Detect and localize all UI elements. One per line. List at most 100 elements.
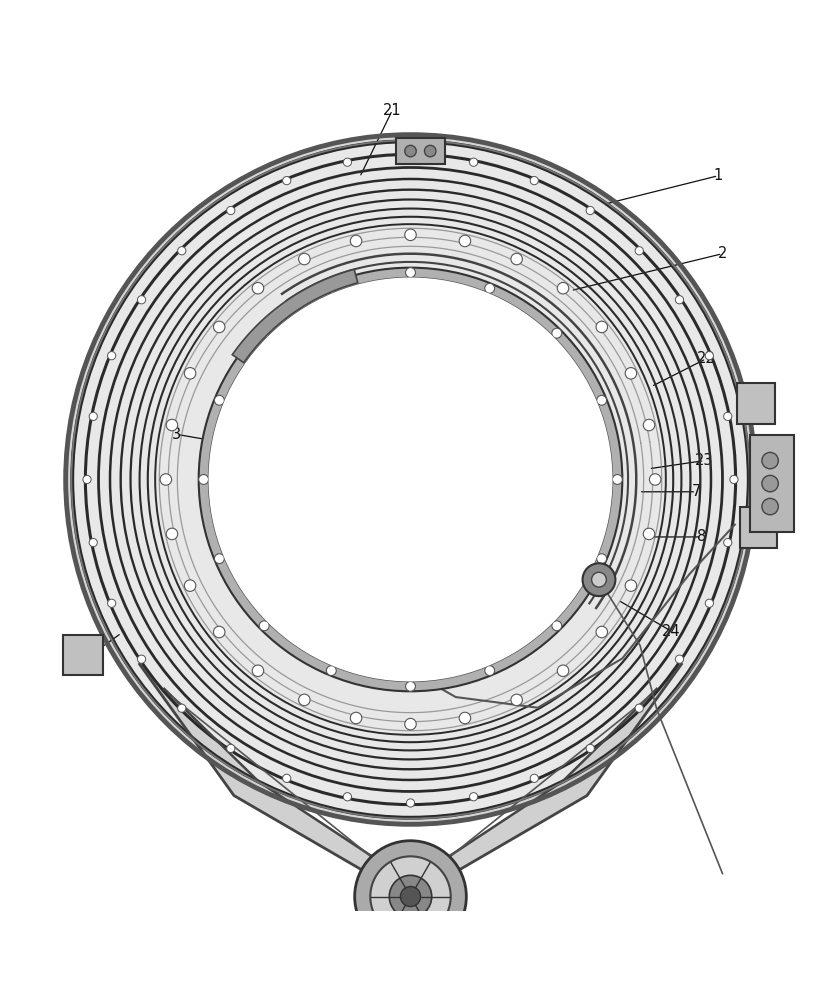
Circle shape xyxy=(625,580,636,591)
FancyBboxPatch shape xyxy=(63,635,103,675)
Text: 1: 1 xyxy=(713,168,723,183)
Circle shape xyxy=(511,694,522,706)
Circle shape xyxy=(390,987,431,1000)
Circle shape xyxy=(67,136,754,823)
Circle shape xyxy=(470,793,478,801)
Circle shape xyxy=(484,283,494,293)
Circle shape xyxy=(644,419,655,431)
Circle shape xyxy=(351,235,362,247)
Circle shape xyxy=(676,296,684,304)
Circle shape xyxy=(762,475,778,492)
Circle shape xyxy=(83,475,91,484)
Circle shape xyxy=(282,177,291,185)
Circle shape xyxy=(137,296,145,304)
Circle shape xyxy=(723,412,732,420)
Circle shape xyxy=(185,368,196,379)
Circle shape xyxy=(108,599,116,607)
Circle shape xyxy=(185,580,196,591)
Circle shape xyxy=(89,412,98,420)
Circle shape xyxy=(424,145,436,157)
Circle shape xyxy=(406,681,415,691)
Circle shape xyxy=(557,282,569,294)
Circle shape xyxy=(649,474,661,485)
Polygon shape xyxy=(232,269,358,363)
Circle shape xyxy=(597,395,607,405)
Circle shape xyxy=(552,328,562,338)
Circle shape xyxy=(177,704,186,712)
Circle shape xyxy=(406,152,415,160)
Circle shape xyxy=(72,141,749,818)
Text: 23: 23 xyxy=(695,453,713,468)
Circle shape xyxy=(723,538,732,547)
Circle shape xyxy=(259,328,269,338)
Text: 8: 8 xyxy=(697,529,707,544)
Circle shape xyxy=(282,774,291,782)
Text: 2: 2 xyxy=(718,246,727,261)
Circle shape xyxy=(214,395,224,405)
Circle shape xyxy=(405,718,416,730)
Circle shape xyxy=(406,799,415,807)
Circle shape xyxy=(552,621,562,631)
Circle shape xyxy=(108,352,116,360)
Text: 24: 24 xyxy=(663,624,681,639)
Circle shape xyxy=(209,278,612,681)
Polygon shape xyxy=(140,664,681,898)
Circle shape xyxy=(586,744,594,753)
Circle shape xyxy=(597,554,607,564)
Circle shape xyxy=(557,665,569,677)
FancyBboxPatch shape xyxy=(740,507,777,548)
Circle shape xyxy=(644,528,655,540)
Text: 21: 21 xyxy=(383,103,401,118)
Circle shape xyxy=(635,704,644,712)
Circle shape xyxy=(459,712,470,724)
Text: 7: 7 xyxy=(691,484,701,499)
Circle shape xyxy=(596,626,608,638)
Circle shape xyxy=(199,475,209,484)
Text: 25: 25 xyxy=(63,661,81,676)
Circle shape xyxy=(612,475,622,484)
Circle shape xyxy=(511,253,522,265)
FancyBboxPatch shape xyxy=(750,435,794,532)
Circle shape xyxy=(252,282,264,294)
Circle shape xyxy=(583,563,616,596)
Circle shape xyxy=(389,875,432,918)
Circle shape xyxy=(676,655,684,663)
Circle shape xyxy=(166,528,177,540)
Circle shape xyxy=(327,283,337,293)
Circle shape xyxy=(343,158,351,166)
Circle shape xyxy=(227,744,235,753)
Circle shape xyxy=(635,247,644,255)
Circle shape xyxy=(730,475,738,484)
Text: 6: 6 xyxy=(381,558,391,573)
Text: 4: 4 xyxy=(488,390,498,405)
Circle shape xyxy=(484,666,494,676)
Circle shape xyxy=(89,538,98,547)
Text: 72: 72 xyxy=(430,491,448,506)
Circle shape xyxy=(327,666,337,676)
Circle shape xyxy=(259,621,269,631)
Circle shape xyxy=(177,247,186,255)
Circle shape xyxy=(213,626,225,638)
Circle shape xyxy=(530,177,539,185)
Circle shape xyxy=(405,145,416,157)
FancyBboxPatch shape xyxy=(737,383,775,424)
FancyBboxPatch shape xyxy=(378,955,443,989)
Circle shape xyxy=(214,554,224,564)
Circle shape xyxy=(530,774,539,782)
Circle shape xyxy=(405,229,416,241)
Text: 3: 3 xyxy=(172,427,181,442)
Text: 5: 5 xyxy=(504,435,514,450)
Circle shape xyxy=(299,253,310,265)
Circle shape xyxy=(137,655,145,663)
Circle shape xyxy=(401,886,420,907)
Circle shape xyxy=(459,235,470,247)
Circle shape xyxy=(370,856,451,937)
Circle shape xyxy=(592,572,607,587)
FancyBboxPatch shape xyxy=(396,138,445,164)
Circle shape xyxy=(351,712,362,724)
Circle shape xyxy=(160,474,172,485)
Circle shape xyxy=(406,268,415,278)
Circle shape xyxy=(213,321,225,333)
Text: 22: 22 xyxy=(697,351,715,366)
Circle shape xyxy=(470,158,478,166)
